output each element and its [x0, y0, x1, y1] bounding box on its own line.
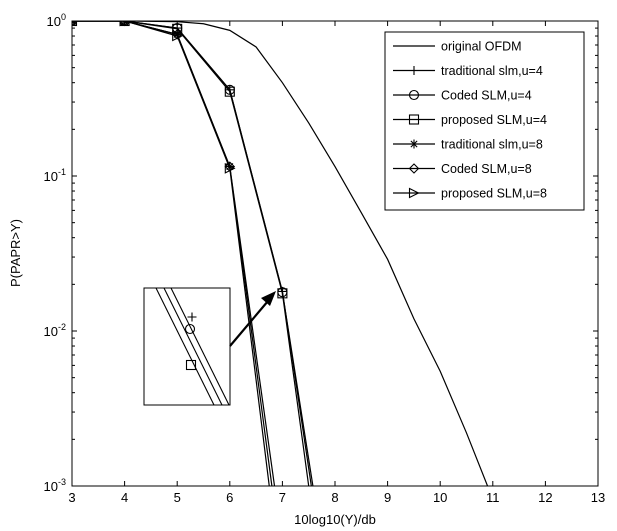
legend-label: Coded SLM,u=4 — [441, 89, 532, 103]
inset-arrow — [229, 300, 269, 347]
legend-label: traditional slm,u=8 — [441, 138, 543, 152]
legend: original OFDM traditional slm,u=4 Coded SL… — [384, 31, 585, 211]
inset-marker — [187, 312, 197, 322]
x-axis-label: 10log10(Y)/db — [294, 512, 376, 527]
legend-label: traditional slm,u=4 — [441, 64, 543, 78]
legend-marker — [408, 187, 420, 199]
x-tick-label: 7 — [279, 490, 286, 505]
inset-marker — [184, 323, 196, 335]
x-tick-label: 4 — [121, 490, 128, 505]
x-tick-label: 13 — [591, 490, 605, 505]
inset-line — [170, 288, 230, 405]
data-point-marker — [119, 21, 131, 27]
y-tick-label: 10-1 — [44, 167, 66, 184]
legend-marker — [408, 114, 420, 125]
data-point-marker — [172, 30, 183, 42]
legend-entry: traditional slm,u=4 — [393, 64, 543, 78]
legend-marker — [409, 66, 419, 75]
y-tick-label: 10-3 — [44, 477, 66, 494]
legend-entry: Coded SLM,u=8 — [393, 162, 532, 176]
series-7 — [72, 21, 270, 486]
series-1 — [72, 21, 489, 486]
data-point-marker — [277, 288, 288, 299]
axis-ticks: 3 4 5 6 7 8 9 10 11 12 13 100 10-1 10-2 10-3 — [44, 12, 606, 505]
inset-line — [155, 288, 215, 405]
y-tick-label: 10-2 — [44, 322, 66, 339]
legend-marker — [409, 139, 419, 149]
legend-entry: traditional slm,u=8 — [393, 138, 543, 152]
data-point-marker — [224, 162, 236, 174]
series-layer — [72, 21, 489, 486]
legend-entry: proposed SLM,u=8 — [393, 187, 547, 201]
x-tick-label: 8 — [331, 490, 338, 505]
series-line — [72, 21, 310, 486]
series-line — [72, 21, 270, 486]
x-tick-label: 6 — [226, 490, 233, 505]
x-tick-label: 12 — [538, 490, 552, 505]
inset-marker — [185, 359, 197, 371]
legend-entry: Coded SLM,u=4 — [393, 89, 532, 103]
x-tick-label: 10 — [433, 490, 447, 505]
legend-label: Coded SLM,u=8 — [441, 162, 532, 176]
legend-marker — [408, 163, 420, 174]
data-point-marker — [224, 86, 235, 97]
legend-label: original OFDM — [441, 40, 522, 54]
series-line — [72, 21, 489, 486]
legend-entry: proposed SLM,u=4 — [393, 113, 547, 127]
legend-label: proposed SLM,u=4 — [441, 113, 547, 127]
y-tick-label: 100 — [47, 12, 66, 29]
inset-arrow-head — [261, 291, 276, 306]
inset-frame — [143, 287, 231, 406]
data-point-marker — [119, 21, 130, 27]
legend-label: proposed SLM,u=8 — [441, 187, 547, 201]
legend-marker — [408, 89, 420, 101]
x-tick-label: 9 — [384, 490, 391, 505]
x-tick-label: 3 — [68, 490, 75, 505]
series-line — [72, 21, 314, 486]
legend-entry: original OFDM — [393, 40, 522, 54]
x-tick-label: 11 — [486, 490, 500, 505]
inset-line — [163, 288, 223, 405]
inset-zoom — [143, 287, 276, 406]
y-axis-label: P(PAPR>Y) — [8, 219, 23, 287]
x-tick-label: 5 — [174, 490, 181, 505]
